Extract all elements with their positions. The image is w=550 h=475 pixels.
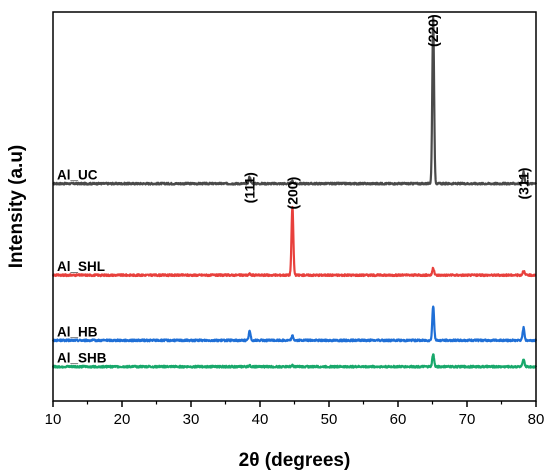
peak-annotation: (111) xyxy=(242,172,258,203)
x-axis-title: 2θ (degrees) xyxy=(239,450,351,471)
x-tick-label: 50 xyxy=(321,411,338,428)
series-line-al-uc xyxy=(52,16,538,186)
series-line-al-hb xyxy=(51,305,538,343)
series-label-layer: Al_UC Al_SHL Al_HB Al_SHB xyxy=(57,168,107,366)
series-label: Al_SHB xyxy=(57,351,107,366)
x-tick-label: 10 xyxy=(45,411,62,428)
y-axis-title: Intensity (a.u) xyxy=(6,145,27,269)
series-line-al-shb xyxy=(51,353,538,369)
x-axis-ticks: 10 20 30 40 50 60 70 80 xyxy=(45,401,545,428)
x-tick-label: 20 xyxy=(114,411,131,428)
x-tick-label: 80 xyxy=(528,411,545,428)
peak-annotation: (200) xyxy=(284,177,300,210)
series-layer xyxy=(51,16,538,369)
peak-annotation: (220) xyxy=(425,14,441,47)
series-line-al-shl xyxy=(51,205,537,278)
peak-annotation: (311) xyxy=(516,168,532,200)
x-tick-label: 60 xyxy=(390,411,407,428)
series-label: Al_SHL xyxy=(57,259,105,274)
x-tick-label: 70 xyxy=(459,411,476,428)
series-label: Al_UC xyxy=(57,168,98,183)
x-tick-label: 40 xyxy=(252,411,269,428)
x-tick-label: 30 xyxy=(183,411,200,428)
series-label: Al_HB xyxy=(57,324,98,339)
annotation-layer: (111) (200) (220) (311) xyxy=(242,14,532,209)
